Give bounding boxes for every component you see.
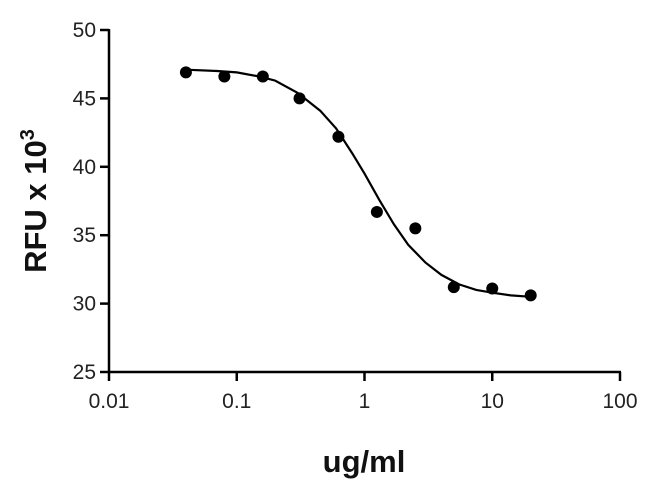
- y-axis-title-base: RFU x 10: [18, 140, 53, 273]
- y-tick-label: 35: [73, 224, 96, 247]
- y-tick-label: 45: [73, 87, 96, 110]
- x-axis-title: ug/ml: [323, 444, 406, 479]
- data-point: [293, 92, 306, 105]
- x-tick-label: 10: [481, 390, 504, 413]
- y-axis-title-exponent: 3: [17, 129, 39, 140]
- data-point: [332, 130, 345, 143]
- x-tick-label: 0.01: [89, 390, 130, 413]
- data-point: [218, 70, 231, 83]
- data-point: [370, 205, 383, 218]
- y-tick-label: 30: [73, 293, 96, 316]
- x-tick-label: 0.1: [222, 390, 251, 413]
- fit-curve: [185, 68, 531, 298]
- data-point: [447, 281, 460, 294]
- data-point: [409, 222, 422, 235]
- data-point: [179, 66, 192, 79]
- y-axis-title: RFU x 103: [17, 129, 53, 273]
- data-point: [524, 289, 537, 302]
- y-tick-label: 50: [73, 19, 96, 42]
- y-tick-label: 25: [73, 361, 96, 384]
- x-tick-label: 1: [359, 390, 371, 413]
- x-tick-label: 100: [602, 390, 637, 413]
- y-tick-label: 40: [73, 156, 96, 179]
- data-point: [256, 70, 269, 83]
- data-point: [486, 282, 499, 295]
